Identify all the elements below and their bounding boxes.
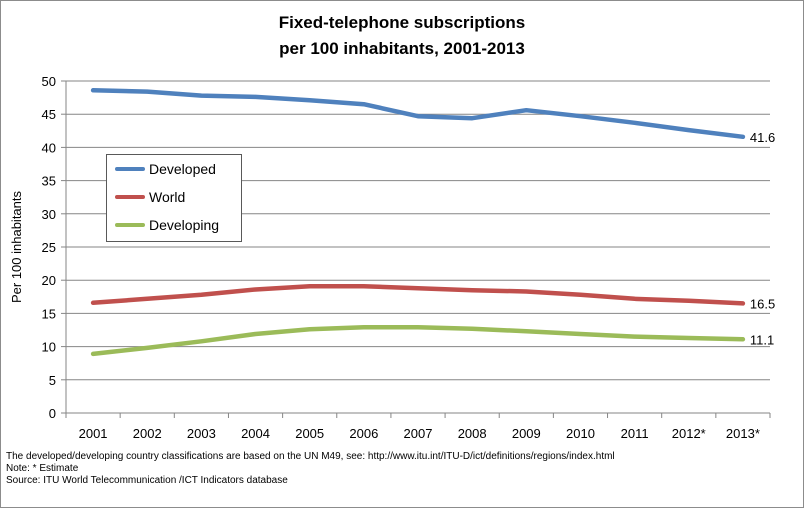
legend-label-world: World	[149, 189, 186, 205]
chart-title: Fixed-telephone subscriptions per 100 in…	[0, 10, 804, 62]
end-label-world: 16.5	[750, 296, 775, 311]
legend-item-world: World	[115, 187, 185, 207]
y-tick-label: 0	[49, 406, 56, 421]
y-tick-label: 35	[42, 174, 56, 189]
legend-label-developed: Developed	[149, 161, 216, 177]
y-tick-label: 30	[42, 207, 56, 222]
footnote-estimate: Note: * Estimate	[6, 463, 79, 474]
legend: Developed World Developing	[106, 154, 242, 242]
chart-title-line-1: Fixed-telephone subscriptions	[278, 13, 526, 32]
y-tick-label: 5	[49, 373, 56, 388]
x-tick-label: 2011	[621, 426, 649, 441]
legend-item-developing: Developing	[115, 215, 219, 235]
y-tick-label: 20	[42, 273, 56, 288]
y-tick-label: 50	[42, 74, 56, 89]
x-tick-label: 2007	[404, 426, 433, 441]
x-tick-label: 2012*	[672, 426, 706, 441]
y-axis-label: Per 100 inhabitants	[9, 190, 24, 303]
x-tick-label: 2013*	[726, 426, 760, 441]
series-lines	[90, 88, 746, 357]
legend-label-developing: Developing	[149, 217, 220, 233]
y-tick-label: 25	[42, 240, 56, 255]
y-tick-label: 15	[42, 306, 56, 321]
legend-swatch-developing	[115, 223, 145, 227]
end-label-developing: 11.1	[750, 332, 774, 347]
end-labels: 41.6 16.5 11.1	[750, 130, 775, 348]
y-tick-label: 45	[42, 107, 56, 122]
y-tick-label: 10	[42, 340, 56, 355]
x-tick-label: 2009	[512, 426, 541, 441]
legend-swatch-developed	[115, 167, 145, 171]
series-line-world	[90, 283, 746, 306]
series-line-developing	[90, 325, 746, 357]
end-label-developed: 41.6	[750, 130, 775, 145]
x-tick-label: 2002	[133, 426, 162, 441]
footnote-source: Source: ITU World Telecommunication /ICT…	[6, 475, 288, 486]
footnote-classification: The developed/developing country classif…	[6, 451, 615, 462]
chart-title-line-2: per 100 inhabitants, 2001-2013	[279, 39, 525, 58]
x-tick-labels: 2001 2002 2003 2004 2005 2006 2007 2008 2009 2010…	[79, 426, 760, 441]
legend-item-developed: Developed	[115, 159, 216, 179]
x-tick-label: 2003	[187, 426, 216, 441]
x-tick-label: 2006	[349, 426, 378, 441]
axes	[61, 80, 771, 418]
legend-swatch-world	[115, 195, 145, 199]
x-tick-label: 2010	[566, 426, 595, 441]
series-line-developed	[90, 88, 746, 140]
x-tick-label: 2008	[458, 426, 487, 441]
footnotes: The developed/developing country classif…	[6, 451, 615, 487]
y-tick-labels: 0 5 10 15 20 25 30 35 40 45 50	[42, 74, 56, 421]
x-tick-label: 2001	[79, 426, 108, 441]
x-tick-label: 2005	[295, 426, 324, 441]
x-tick-label: 2004	[241, 426, 270, 441]
y-tick-label: 40	[42, 140, 56, 155]
